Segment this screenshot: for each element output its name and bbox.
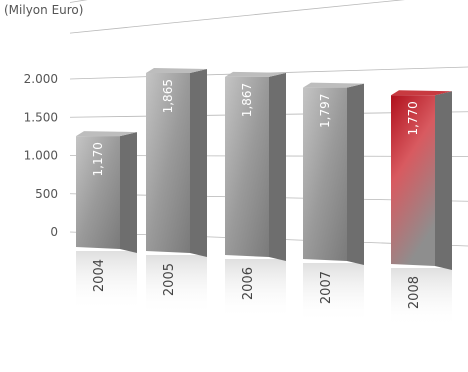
x-tick-label: 2006 bbox=[241, 267, 256, 300]
x-tick-label: 2007 bbox=[319, 271, 334, 304]
bar-reflection bbox=[391, 268, 452, 328]
y-tick-label: 1.000 bbox=[24, 149, 58, 163]
bar-front bbox=[391, 95, 435, 266]
bar-reflection bbox=[303, 263, 364, 323]
bar-top bbox=[225, 71, 286, 77]
bar-top bbox=[146, 68, 207, 74]
bar-top bbox=[76, 131, 137, 137]
bar-top bbox=[391, 90, 452, 96]
bar-2006: 1,867 2006 bbox=[225, 71, 286, 319]
value-label: 1,770 bbox=[406, 101, 420, 135]
bar-front bbox=[225, 76, 269, 257]
bar-side bbox=[190, 69, 207, 257]
grid-line bbox=[69, 0, 88, 3]
y-tick-label: 0 bbox=[50, 225, 58, 239]
bar-2008: 1,770 2008 bbox=[391, 90, 452, 328]
bar-front bbox=[76, 136, 120, 249]
bar-side bbox=[120, 132, 137, 253]
bar-front bbox=[146, 73, 190, 253]
y-tick-label: 2.000 bbox=[24, 72, 58, 86]
x-tick-label: 2005 bbox=[162, 263, 177, 296]
bar-2007: 1,797 2007 bbox=[303, 82, 364, 323]
y-tick-label: 1.500 bbox=[24, 110, 58, 124]
x-tick-label: 2004 bbox=[92, 259, 107, 292]
bar-side bbox=[435, 91, 452, 270]
value-label: 1,797 bbox=[318, 94, 332, 128]
bar-reflection bbox=[146, 255, 207, 315]
bar-2004: 1,170 2004 bbox=[76, 131, 137, 311]
bar-reflection bbox=[76, 251, 137, 311]
bar-top bbox=[303, 82, 364, 88]
value-label: 1,867 bbox=[240, 83, 254, 117]
bar-reflection bbox=[225, 259, 286, 319]
bar-2005: 1,865 2005 bbox=[146, 68, 207, 315]
bar-front bbox=[303, 87, 347, 261]
y-tick-label: 500 bbox=[35, 187, 58, 201]
x-tick-label: 2008 bbox=[407, 276, 422, 309]
unit-label: (Milyon Euro) bbox=[4, 3, 83, 17]
grid-line bbox=[69, 0, 406, 34]
value-label: 1,170 bbox=[91, 142, 105, 176]
bar-side bbox=[269, 72, 286, 261]
value-label: 1,865 bbox=[161, 79, 175, 113]
bar-side bbox=[347, 83, 364, 265]
